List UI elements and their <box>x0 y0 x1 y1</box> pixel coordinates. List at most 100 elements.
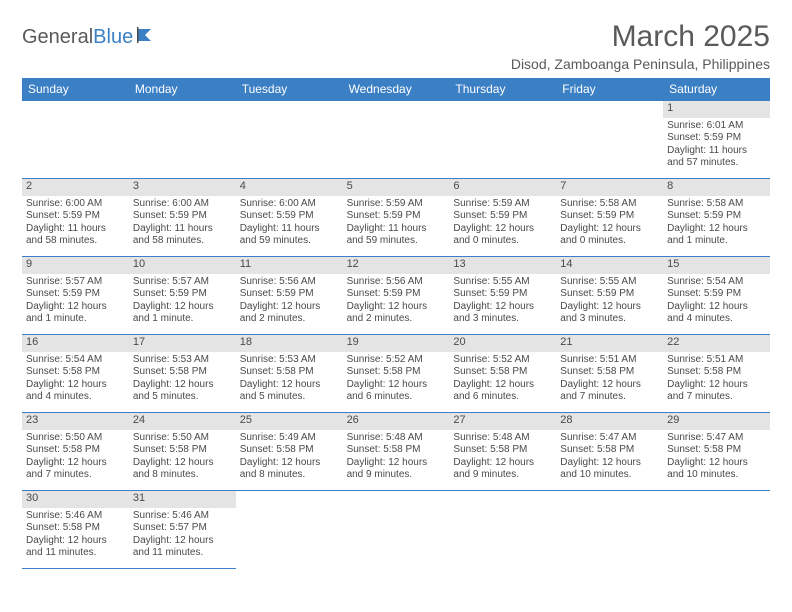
calendar-cell: 12Sunrise: 5:56 AMSunset: 5:59 PMDayligh… <box>343 257 450 335</box>
sunrise-line: Sunrise: 5:52 AM <box>347 354 446 367</box>
sunset-line: Sunset: 5:59 PM <box>453 288 552 301</box>
title-block: March 2025 Disod, Zamboanga Peninsula, P… <box>511 20 770 72</box>
sunrise-line: Sunrise: 5:59 AM <box>453 198 552 211</box>
sunrise-line: Sunrise: 5:54 AM <box>26 354 125 367</box>
day-number: 8 <box>663 179 770 196</box>
calendar-cell: 2Sunrise: 6:00 AMSunset: 5:59 PMDaylight… <box>22 179 129 257</box>
daylight-line: Daylight: 12 hours and 6 minutes. <box>453 379 552 404</box>
day-number: 12 <box>343 257 450 274</box>
sunrise-line: Sunrise: 5:50 AM <box>133 432 232 445</box>
day-number: 9 <box>22 257 129 274</box>
sunrise-line: Sunrise: 5:58 AM <box>560 198 659 211</box>
calendar-cell: 7Sunrise: 5:58 AMSunset: 5:59 PMDaylight… <box>556 179 663 257</box>
calendar-cell: 14Sunrise: 5:55 AMSunset: 5:59 PMDayligh… <box>556 257 663 335</box>
day-number: 10 <box>129 257 236 274</box>
daylight-line: Daylight: 11 hours and 57 minutes. <box>667 145 766 170</box>
sunrise-line: Sunrise: 5:56 AM <box>347 276 446 289</box>
daylight-line: Daylight: 12 hours and 10 minutes. <box>560 457 659 482</box>
calendar-body: 1Sunrise: 6:01 AMSunset: 5:59 PMDaylight… <box>22 101 770 569</box>
daylight-line: Daylight: 12 hours and 10 minutes. <box>667 457 766 482</box>
sunset-line: Sunset: 5:59 PM <box>133 288 232 301</box>
calendar-cell: 1Sunrise: 6:01 AMSunset: 5:59 PMDaylight… <box>663 101 770 179</box>
sunrise-line: Sunrise: 5:59 AM <box>347 198 446 211</box>
month-title: March 2025 <box>511 20 770 54</box>
day-number: 3 <box>129 179 236 196</box>
calendar-cell: 26Sunrise: 5:48 AMSunset: 5:58 PMDayligh… <box>343 413 450 491</box>
daylight-line: Daylight: 12 hours and 3 minutes. <box>453 301 552 326</box>
calendar-cell: 25Sunrise: 5:49 AMSunset: 5:58 PMDayligh… <box>236 413 343 491</box>
day-number: 26 <box>343 413 450 430</box>
sunrise-line: Sunrise: 5:49 AM <box>240 432 339 445</box>
calendar-cell: 18Sunrise: 5:53 AMSunset: 5:58 PMDayligh… <box>236 335 343 413</box>
day-number: 1 <box>663 101 770 118</box>
sunrise-line: Sunrise: 5:56 AM <box>240 276 339 289</box>
day-number: 7 <box>556 179 663 196</box>
daylight-line: Daylight: 12 hours and 7 minutes. <box>667 379 766 404</box>
sunset-line: Sunset: 5:59 PM <box>667 210 766 223</box>
header: GeneralBlue March 2025 Disod, Zamboanga … <box>22 20 770 72</box>
sunset-line: Sunset: 5:58 PM <box>667 366 766 379</box>
day-number: 2 <box>22 179 129 196</box>
sunset-line: Sunset: 5:58 PM <box>560 366 659 379</box>
daylight-line: Daylight: 12 hours and 11 minutes. <box>133 535 232 560</box>
calendar-cell: 3Sunrise: 6:00 AMSunset: 5:59 PMDaylight… <box>129 179 236 257</box>
day-number: 24 <box>129 413 236 430</box>
daylight-line: Daylight: 12 hours and 5 minutes. <box>133 379 232 404</box>
sunset-line: Sunset: 5:59 PM <box>26 210 125 223</box>
logo: GeneralBlue <box>22 20 159 49</box>
sunrise-line: Sunrise: 6:00 AM <box>133 198 232 211</box>
sunset-line: Sunset: 5:59 PM <box>240 210 339 223</box>
calendar-cell: 27Sunrise: 5:48 AMSunset: 5:58 PMDayligh… <box>449 413 556 491</box>
daylight-line: Daylight: 12 hours and 0 minutes. <box>453 223 552 248</box>
logo-part2: Blue <box>93 26 133 48</box>
sunrise-line: Sunrise: 5:50 AM <box>26 432 125 445</box>
sunrise-line: Sunrise: 5:55 AM <box>453 276 552 289</box>
daylight-line: Daylight: 12 hours and 7 minutes. <box>26 457 125 482</box>
calendar-cell: 23Sunrise: 5:50 AMSunset: 5:58 PMDayligh… <box>22 413 129 491</box>
day-number: 6 <box>449 179 556 196</box>
day-number: 18 <box>236 335 343 352</box>
weekday-header: Sunday <box>22 78 129 101</box>
sunset-line: Sunset: 5:59 PM <box>667 288 766 301</box>
daylight-line: Daylight: 12 hours and 1 minute. <box>133 301 232 326</box>
location: Disod, Zamboanga Peninsula, Philippines <box>511 56 770 72</box>
weekday-header: Wednesday <box>343 78 450 101</box>
daylight-line: Daylight: 12 hours and 5 minutes. <box>240 379 339 404</box>
calendar-cell <box>449 491 556 569</box>
calendar-cell: 24Sunrise: 5:50 AMSunset: 5:58 PMDayligh… <box>129 413 236 491</box>
daylight-line: Daylight: 12 hours and 9 minutes. <box>453 457 552 482</box>
calendar-cell <box>129 101 236 179</box>
calendar-cell: 22Sunrise: 5:51 AMSunset: 5:58 PMDayligh… <box>663 335 770 413</box>
day-number: 31 <box>129 491 236 508</box>
calendar-cell: 11Sunrise: 5:56 AMSunset: 5:59 PMDayligh… <box>236 257 343 335</box>
calendar-cell: 28Sunrise: 5:47 AMSunset: 5:58 PMDayligh… <box>556 413 663 491</box>
day-number: 11 <box>236 257 343 274</box>
sunset-line: Sunset: 5:59 PM <box>240 288 339 301</box>
sunset-line: Sunset: 5:58 PM <box>133 444 232 457</box>
calendar-cell <box>236 491 343 569</box>
daylight-line: Daylight: 12 hours and 8 minutes. <box>240 457 339 482</box>
day-number: 29 <box>663 413 770 430</box>
sunrise-line: Sunrise: 5:57 AM <box>133 276 232 289</box>
sunset-line: Sunset: 5:58 PM <box>26 366 125 379</box>
day-number: 17 <box>129 335 236 352</box>
day-number: 27 <box>449 413 556 430</box>
sunset-line: Sunset: 5:58 PM <box>26 522 125 535</box>
calendar-cell: 4Sunrise: 6:00 AMSunset: 5:59 PMDaylight… <box>236 179 343 257</box>
calendar-cell: 20Sunrise: 5:52 AMSunset: 5:58 PMDayligh… <box>449 335 556 413</box>
day-number: 21 <box>556 335 663 352</box>
sunset-line: Sunset: 5:58 PM <box>453 366 552 379</box>
daylight-line: Daylight: 12 hours and 11 minutes. <box>26 535 125 560</box>
daylight-line: Daylight: 12 hours and 4 minutes. <box>26 379 125 404</box>
day-number: 30 <box>22 491 129 508</box>
calendar-cell <box>236 101 343 179</box>
day-number: 4 <box>236 179 343 196</box>
calendar-cell: 6Sunrise: 5:59 AMSunset: 5:59 PMDaylight… <box>449 179 556 257</box>
weekday-header: Monday <box>129 78 236 101</box>
daylight-line: Daylight: 12 hours and 3 minutes. <box>560 301 659 326</box>
weekday-header: Tuesday <box>236 78 343 101</box>
calendar-cell <box>556 101 663 179</box>
sunrise-line: Sunrise: 5:55 AM <box>560 276 659 289</box>
sunset-line: Sunset: 5:59 PM <box>667 132 766 145</box>
sunrise-line: Sunrise: 5:54 AM <box>667 276 766 289</box>
